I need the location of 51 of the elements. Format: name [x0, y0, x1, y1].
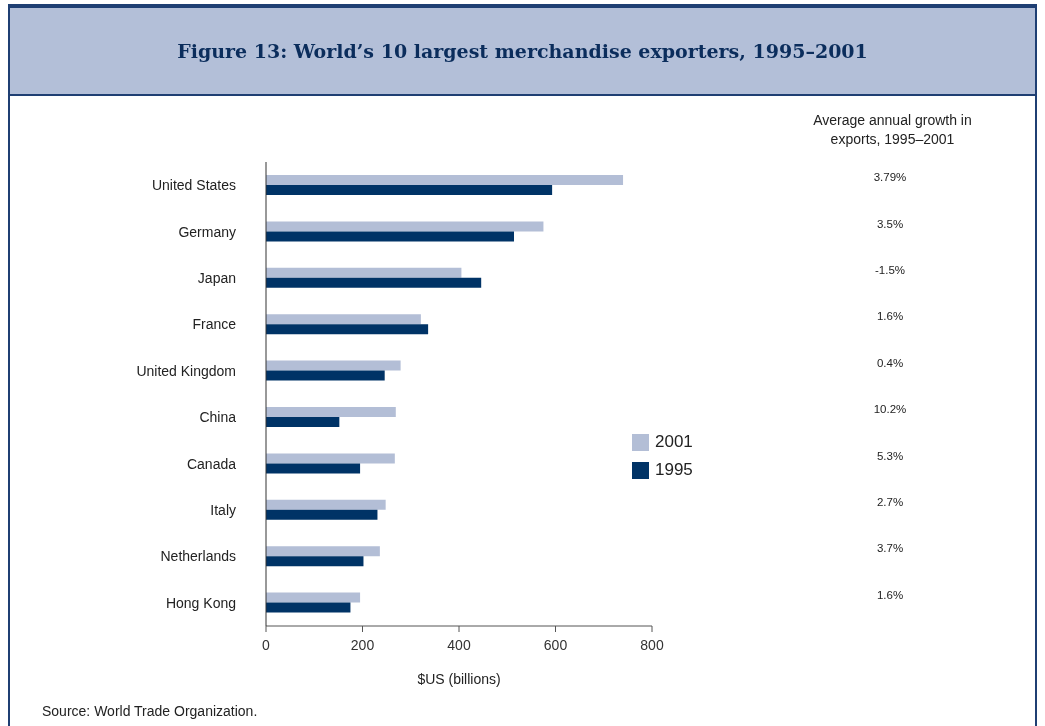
text: 5.3%	[875, 449, 905, 462]
y-tick-label: China	[199, 409, 237, 426]
bar	[266, 314, 421, 325]
bar	[266, 453, 395, 464]
bar	[266, 463, 361, 474]
bar	[266, 546, 380, 557]
bar	[266, 174, 624, 185]
bar	[266, 416, 340, 427]
bar	[266, 509, 378, 520]
y-tick-label: France	[192, 316, 237, 333]
bar	[266, 221, 544, 232]
bar	[266, 370, 385, 381]
y-tick-label: United Kingdom	[136, 362, 236, 379]
chart-title: Figure 13: World’s 10 largest merchandise exporters, 1995–2001	[177, 40, 868, 62]
bar	[266, 499, 386, 510]
bar	[266, 267, 462, 278]
x-tick-label: 600	[543, 636, 568, 653]
bar	[266, 592, 361, 603]
y-tick-label: United States	[151, 177, 236, 194]
y-tick-label: Netherlands	[160, 548, 236, 565]
text: 1.6%	[875, 588, 905, 601]
source-note: Source: World Trade Organization.	[42, 703, 258, 719]
text: 3.7%	[875, 542, 905, 555]
y-tick-label: Japan	[197, 269, 236, 286]
text: -1.5%	[873, 264, 906, 276]
bar	[266, 324, 429, 335]
x-axis-title: $US (billions)	[417, 671, 501, 687]
text: 1.6%	[875, 310, 905, 323]
text: Average annual growth in exports, 1995–2001	[812, 111, 973, 149]
bar	[266, 602, 351, 613]
bar	[266, 406, 396, 417]
bar	[266, 231, 515, 242]
text: 3.5%	[875, 217, 905, 230]
bar	[266, 184, 553, 195]
y-tick-label: Hong Kong	[165, 594, 236, 611]
y-tick-label: Canada	[186, 455, 237, 472]
y-tick-label: Germany	[178, 223, 236, 240]
x-tick-label: 200	[350, 636, 375, 653]
bar	[266, 556, 364, 567]
legend-label: 1995	[655, 460, 693, 480]
x-tick-label: 0	[262, 636, 271, 653]
text: 10.2%	[872, 403, 908, 416]
x-tick-label: 800	[640, 636, 664, 653]
text: 0.4%	[875, 356, 905, 369]
text: 3.79%	[872, 171, 908, 184]
x-tick-label: 400	[447, 636, 471, 653]
bar	[266, 360, 401, 371]
y-tick-label: Italy	[210, 501, 236, 518]
bar	[266, 277, 482, 288]
legend-label: 2001	[655, 432, 693, 452]
text: 2.7%	[875, 496, 905, 508]
